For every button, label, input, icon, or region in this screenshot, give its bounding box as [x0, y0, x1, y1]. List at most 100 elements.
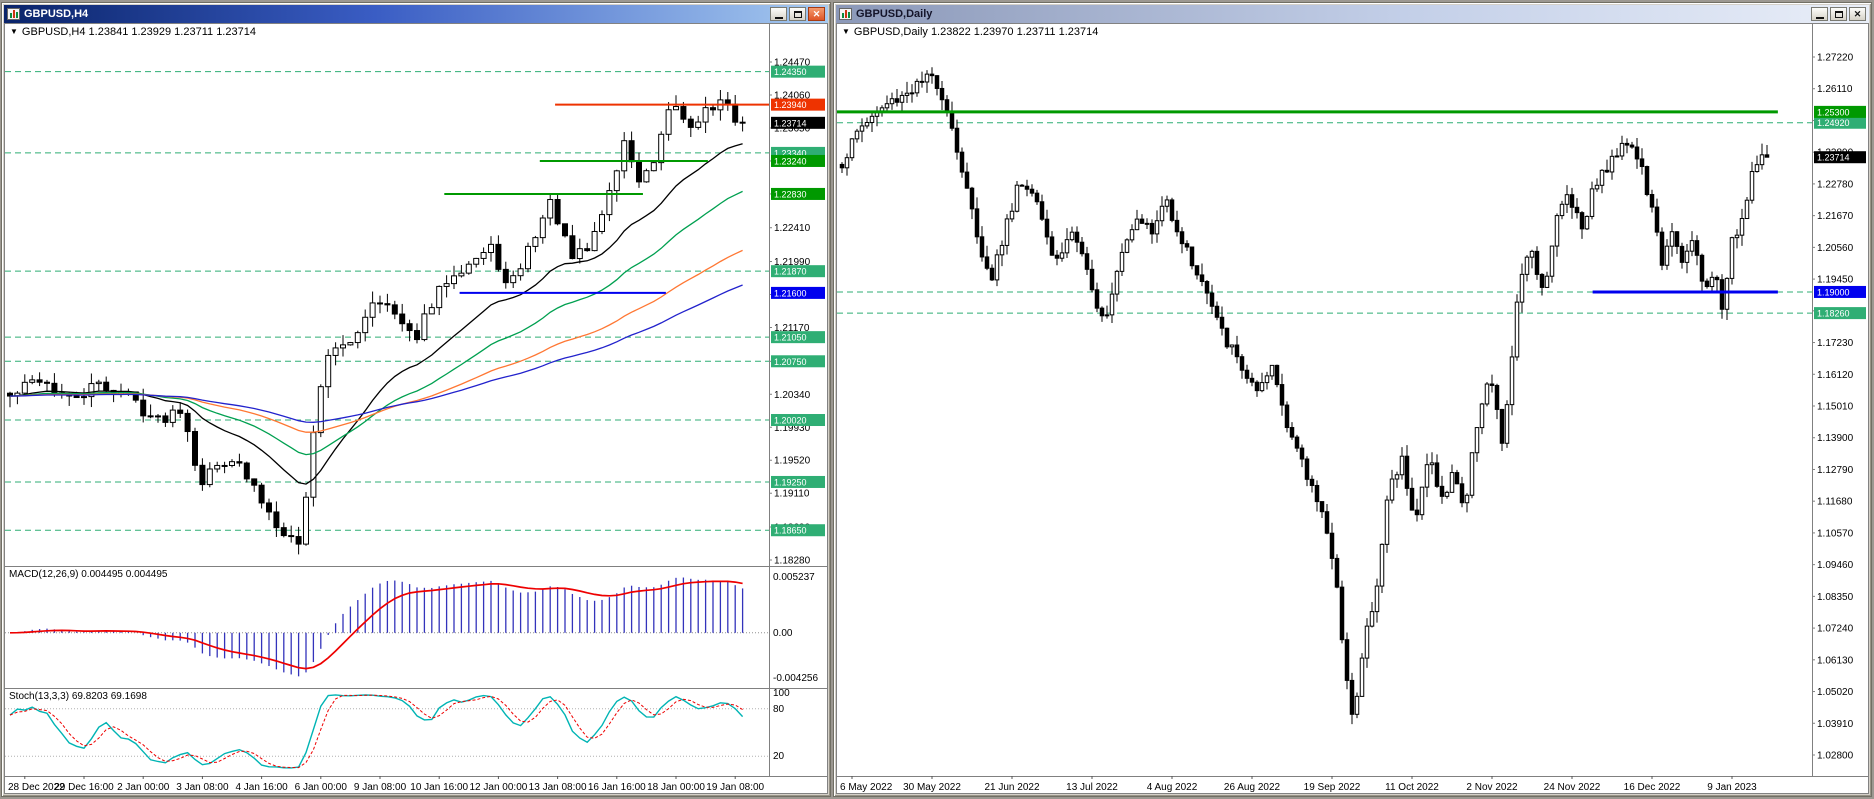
svg-text:1.21050: 1.21050: [774, 333, 807, 343]
svg-text:1.22830: 1.22830: [774, 189, 807, 199]
quote-text: GBPUSD,H4 1.23841 1.23929 1.23711 1.2371…: [21, 26, 256, 38]
svg-text:1.19450: 1.19450: [1817, 275, 1854, 286]
chart-window-gbpusd-h4: GBPUSD,H4 ✕ ▼ GBPUSD,H4 1.23841 1.23929 …: [1, 2, 831, 797]
svg-text:1.20750: 1.20750: [774, 357, 807, 367]
svg-text:26 Aug 2022: 26 Aug 2022: [1224, 782, 1281, 793]
candlestick-series: [839, 67, 1770, 725]
stoch-indicator-label: Stoch(13,3,3) 69.8203 69.1698: [9, 691, 147, 702]
svg-text:1.20340: 1.20340: [774, 390, 811, 401]
h4-chart-canvas[interactable]: 0.005237 0.00 -0.004256 100 80 20 1.24470 1.240…: [5, 24, 827, 793]
svg-text:20: 20: [773, 751, 785, 762]
svg-text:3 Jan 08:00: 3 Jan 08:00: [176, 782, 229, 793]
svg-text:1.19520: 1.19520: [774, 456, 811, 467]
svg-text:1.19000: 1.19000: [1817, 287, 1850, 297]
svg-text:1.27220: 1.27220: [1817, 53, 1854, 64]
svg-text:1.18280: 1.18280: [774, 556, 811, 567]
collapse-triangle-icon: ▼: [842, 27, 850, 36]
svg-text:1.06130: 1.06130: [1817, 655, 1854, 666]
svg-text:1.19930: 1.19930: [774, 423, 811, 434]
window-title: GBPUSD,H4: [24, 8, 89, 20]
svg-text:1.15010: 1.15010: [1817, 402, 1854, 413]
svg-text:1.20020: 1.20020: [774, 416, 807, 426]
svg-text:1.24470: 1.24470: [774, 58, 811, 69]
svg-text:1.21170: 1.21170: [774, 323, 810, 334]
chart-area-daily[interactable]: ▼ GBPUSD,Daily 1.23822 1.23970 1.23711 1…: [836, 23, 1869, 794]
svg-text:1.23650: 1.23650: [774, 123, 811, 134]
window-title: GBPUSD,Daily: [856, 8, 933, 20]
svg-text:1.24920: 1.24920: [1817, 118, 1850, 128]
svg-text:9 Jan 08:00: 9 Jan 08:00: [354, 782, 407, 793]
svg-text:-0.004256: -0.004256: [773, 673, 818, 684]
svg-text:1.23714: 1.23714: [774, 118, 807, 128]
svg-text:1.23940: 1.23940: [774, 100, 807, 110]
svg-text:1.26110: 1.26110: [1817, 84, 1853, 95]
svg-text:6 May 2022: 6 May 2022: [840, 782, 893, 793]
svg-text:13 Jul 2022: 13 Jul 2022: [1066, 782, 1118, 793]
support-resistance-segments[interactable]: [837, 110, 1778, 294]
close-button[interactable]: ✕: [808, 7, 825, 21]
support-resistance-segments[interactable]: [444, 103, 769, 294]
svg-text:1.19250: 1.19250: [774, 477, 807, 487]
svg-text:1.10570: 1.10570: [1817, 528, 1854, 539]
svg-text:1.23714: 1.23714: [1817, 153, 1850, 163]
svg-text:1.25300: 1.25300: [1817, 107, 1850, 117]
svg-text:1.05020: 1.05020: [1817, 687, 1854, 698]
level-lines: [837, 122, 1812, 314]
svg-text:1.07240: 1.07240: [1817, 624, 1854, 635]
svg-text:24 Nov 2022: 24 Nov 2022: [1544, 782, 1601, 793]
svg-text:29 Dec 16:00: 29 Dec 16:00: [54, 782, 114, 793]
daily-chart-canvas[interactable]: 1.272201.261101.250001.238901.227801.216…: [837, 24, 1868, 793]
svg-text:10 Jan 16:00: 10 Jan 16:00: [410, 782, 468, 793]
minimize-button[interactable]: [770, 7, 787, 21]
restore-button[interactable]: [1830, 7, 1847, 21]
svg-text:1.23340: 1.23340: [774, 148, 807, 158]
svg-text:1.18650: 1.18650: [774, 526, 807, 536]
svg-text:1.20560: 1.20560: [1817, 243, 1854, 254]
level-lines: [5, 71, 769, 531]
svg-text:2 Nov 2022: 2 Nov 2022: [1466, 782, 1518, 793]
restore-button[interactable]: [789, 7, 806, 21]
svg-text:1.22410: 1.22410: [774, 223, 811, 234]
macd-histogram: [16, 577, 744, 677]
svg-text:21 Jun 2022: 21 Jun 2022: [984, 782, 1039, 793]
time-axis[interactable]: 6 May 2022 30 May 2022 21 Jun 2022 13 Jul 2…: [840, 776, 1757, 793]
svg-text:1.24060: 1.24060: [774, 90, 811, 101]
svg-text:1.24350: 1.24350: [774, 67, 807, 77]
svg-text:0.005237: 0.005237: [773, 572, 815, 583]
svg-text:11 Oct 2022: 11 Oct 2022: [1385, 782, 1439, 793]
moving-averages: [9, 143, 743, 485]
stoch-k-line: [9, 694, 744, 769]
stoch-d-line: [9, 694, 743, 769]
svg-text:1.11680: 1.11680: [1817, 497, 1853, 508]
svg-text:1.13900: 1.13900: [1817, 433, 1854, 444]
svg-text:1.21870: 1.21870: [774, 267, 807, 277]
chart-icon: [7, 8, 20, 20]
close-button[interactable]: ✕: [1849, 7, 1866, 21]
chart-icon: [839, 8, 852, 20]
price-axis[interactable]: 1.24470 1.24060 1.23650 1.23240 1.22830 1.224…: [769, 58, 811, 567]
svg-text:2 Jan 00:00: 2 Jan 00:00: [117, 782, 170, 793]
svg-text:1.22780: 1.22780: [1817, 179, 1854, 190]
svg-text:4 Jan 16:00: 4 Jan 16:00: [235, 782, 288, 793]
collapse-triangle-icon: ▼: [10, 27, 18, 36]
titlebar[interactable]: GBPUSD,H4 ✕: [4, 5, 828, 23]
svg-text:100: 100: [773, 688, 790, 699]
chart-area-h4[interactable]: ▼ GBPUSD,H4 1.23841 1.23929 1.23711 1.23…: [4, 23, 828, 794]
quote-summary: ▼ GBPUSD,H4 1.23841 1.23929 1.23711 1.23…: [10, 26, 256, 38]
svg-text:1.16120: 1.16120: [1817, 370, 1854, 381]
quote-text: GBPUSD,Daily 1.23822 1.23970 1.23711 1.2…: [853, 26, 1099, 38]
svg-text:1.03910: 1.03910: [1817, 719, 1854, 730]
svg-text:1.21670: 1.21670: [1817, 211, 1854, 222]
svg-text:19 Jan 08:00: 19 Jan 08:00: [706, 782, 764, 793]
svg-text:16 Dec 2022: 16 Dec 2022: [1624, 782, 1681, 793]
titlebar[interactable]: GBPUSD,Daily ✕: [836, 5, 1869, 23]
macd-indicator-label: MACD(12,26,9) 0.004495 0.004495: [9, 569, 168, 580]
chart-window-gbpusd-daily: GBPUSD,Daily ✕ ▼ GBPUSD,Daily 1.23822 1.…: [833, 2, 1872, 797]
svg-text:9 Jan 2023: 9 Jan 2023: [1707, 782, 1757, 793]
svg-text:1.18260: 1.18260: [1817, 309, 1850, 319]
svg-text:1.21600: 1.21600: [774, 288, 807, 298]
price-label-boxes: 1.24350 1.23340 1.21870 1.21050 1.20750 1.200…: [771, 65, 825, 537]
minimize-button[interactable]: [1811, 7, 1828, 21]
